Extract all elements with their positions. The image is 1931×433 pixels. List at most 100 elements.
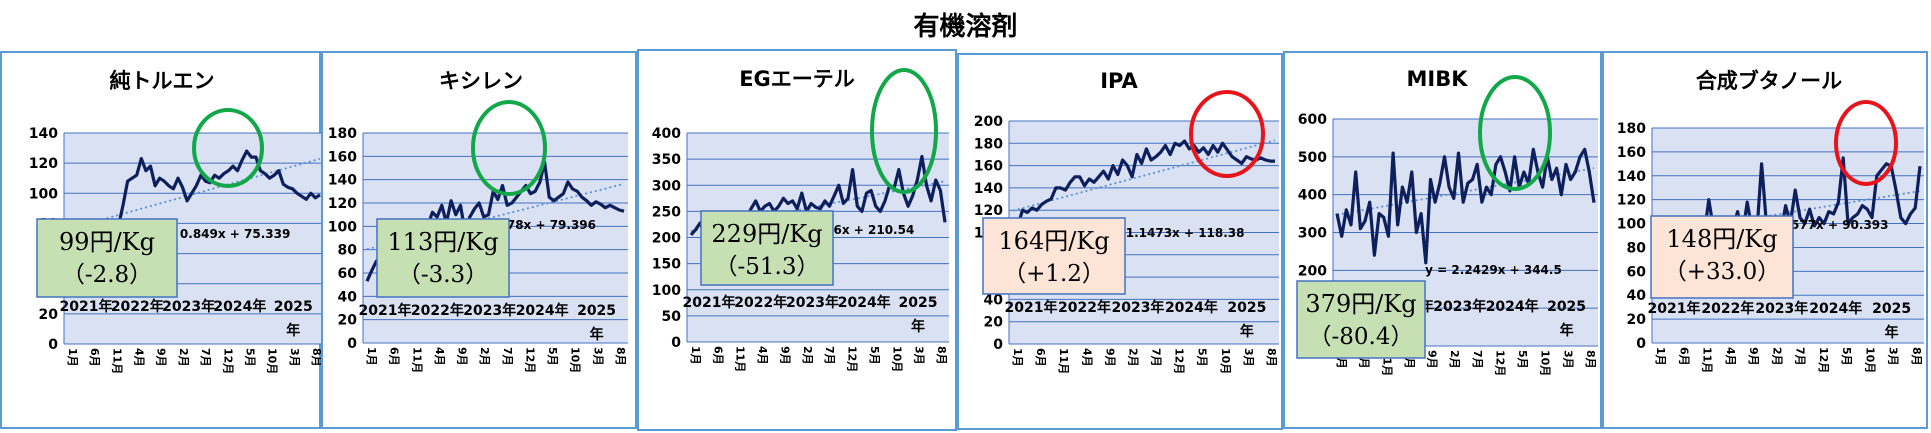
y-tick-label: 80 <box>338 243 358 259</box>
x-tick-label: 12月 <box>1493 350 1506 376</box>
y-tick-label: 60 <box>338 266 358 282</box>
y-tick-label: 150 <box>652 257 681 273</box>
trend-line <box>1012 139 1276 212</box>
x-year-label: 2024年 <box>1486 298 1539 315</box>
y-tick-label: 600 <box>1298 112 1327 128</box>
series-line <box>1011 139 1275 228</box>
price-change-label: （-51.3） <box>715 254 820 280</box>
y-tick-label: 120 <box>974 203 1003 219</box>
x-tick-label: 9月 <box>456 347 469 366</box>
trendline-equation: y = 1.1473x + 118.38 <box>1100 226 1245 240</box>
y-tick-label: 100 <box>328 219 357 235</box>
highlight-circle <box>1189 90 1265 178</box>
highlight-circle <box>1478 75 1552 191</box>
x-tick-label: 10月 <box>569 347 582 373</box>
y-tick-label: 180 <box>328 126 357 142</box>
y-tick-label: 0 <box>993 337 1003 353</box>
x-tick-label: 12月 <box>523 347 536 373</box>
x-tick-label: 7月 <box>1150 348 1163 367</box>
highlight-circle <box>1834 100 1898 186</box>
y-tick-label: 250 <box>652 204 681 220</box>
x-tick-label: 4月 <box>433 347 446 366</box>
x-year-label-suffix: 年 <box>286 322 300 339</box>
x-tick-label: 9月 <box>1103 348 1116 367</box>
x-tick-label: 9月 <box>778 346 791 365</box>
y-tick-label: 180 <box>974 136 1003 152</box>
x-tick-label: 4月 <box>756 346 769 365</box>
x-tick-label: 2月 <box>1448 350 1461 369</box>
x-tick-label: 8月 <box>935 346 948 365</box>
x-tick-label: 5月 <box>546 347 559 366</box>
price-box <box>982 217 1126 295</box>
y-tick-label: 50 <box>662 309 682 325</box>
x-year-label: 2021年 <box>1648 300 1701 317</box>
chart-svg: EGエーテル 0 50 100 150 200 250 300 350 400 1月 6月 11月 4月 9… <box>652 67 949 372</box>
price-box <box>1296 280 1426 359</box>
chart-panel-butanol: 合成ブタノール 0 20 40 60 80 100 120 140 160 180 1月 6月 11月 4月… <box>1602 51 1928 429</box>
price-label: 113円/Kg <box>387 228 498 256</box>
x-year-label: 2025 <box>577 303 616 319</box>
x-year-label: 2022年 <box>111 298 164 315</box>
x-tick-label: 5月 <box>1196 348 1209 367</box>
x-year-label: 2023年 <box>463 302 516 319</box>
x-tick-label: 9月 <box>1426 350 1439 369</box>
y-tick-label: 160 <box>328 149 357 165</box>
y-tick-label: 0 <box>347 336 357 352</box>
x-tick-label: 7月 <box>1794 347 1807 366</box>
series-line <box>1335 147 1596 265</box>
x-tick-label: 4月 <box>1080 348 1093 367</box>
x-year-label: 2022年 <box>734 294 787 311</box>
chart-title: キシレン <box>439 69 523 93</box>
x-year-label-suffix: 年 <box>911 318 925 335</box>
price-change-label: （+1.2） <box>1003 261 1105 287</box>
x-tick-label: 10月 <box>1219 348 1232 374</box>
y-tick-label: 0 <box>671 335 681 351</box>
y-tick-label: 300 <box>652 178 681 194</box>
x-year-label: 2023年 <box>786 294 839 311</box>
price-box <box>376 218 510 298</box>
x-tick-label: 12月 <box>1173 348 1186 374</box>
x-tick-label: 8月 <box>614 347 627 366</box>
price-label: 99円/Kg <box>59 228 155 256</box>
y-tick-label: 20 <box>1627 312 1647 328</box>
x-tick-label: 6月 <box>1034 348 1047 367</box>
chart-svg: MIBK01002003004005006001月6月11月4月9月2月7月12… <box>1296 67 1598 376</box>
chart-title: IPA <box>1100 69 1138 93</box>
x-year-label: 2023年 <box>1433 298 1486 315</box>
chart-panel-mibk: MIBK01002003004005006001月6月11月4月9月2月7月12… <box>1283 51 1602 429</box>
x-year-label: 2024年 <box>1165 299 1218 316</box>
x-year-label: 2023年 <box>1111 299 1164 316</box>
x-tick-label: 10月 <box>890 346 903 372</box>
y-tick-label: 40 <box>984 292 1004 308</box>
x-tick-label: 6月 <box>1677 347 1690 366</box>
x-tick-label: 11月 <box>1701 347 1714 373</box>
chart-panel-ipa: IPA0204060801001201401601802001月6月11月4月9… <box>957 53 1283 430</box>
price-change-label: （-80.4） <box>1309 324 1414 350</box>
x-year-label-suffix: 年 <box>1885 324 1899 341</box>
trendline-equation: y = 0.849x + 75.339 <box>154 227 291 241</box>
chart-title: 純トルエン <box>110 69 215 93</box>
x-tick-label: 5月 <box>243 348 256 367</box>
x-tick-label: 2月 <box>1770 347 1783 366</box>
x-tick-label: 7月 <box>501 347 514 366</box>
x-year-label-suffix: 年 <box>1560 322 1574 339</box>
chart-panel-toluene: 純トルエン0204060801001201401月6月11月4月9月2月7月12… <box>0 51 324 429</box>
x-tick-label: 1月 <box>1011 348 1024 367</box>
y-tick-label: 40 <box>1627 288 1647 304</box>
x-tick-label: 2月 <box>801 346 814 365</box>
x-tick-label: 1月 <box>66 348 79 367</box>
x-year-label: 2025 <box>274 299 313 315</box>
x-tick-label: 1月 <box>689 346 702 365</box>
x-year-label-suffix: 年 <box>590 326 604 343</box>
price-box <box>36 218 178 298</box>
price-change-label: （+33.0） <box>1664 259 1780 285</box>
x-year-label: 2023年 <box>162 298 215 315</box>
page-title: 有機溶剤 <box>913 12 1018 42</box>
highlight-circle <box>471 100 547 196</box>
y-tick-label: 100 <box>29 186 58 202</box>
x-year-label: 2024年 <box>213 298 266 315</box>
x-year-label: 2025 <box>1547 299 1586 315</box>
price-box <box>700 210 834 286</box>
x-tick-label: 5月 <box>868 346 881 365</box>
price-label: 229円/Kg <box>711 220 822 248</box>
